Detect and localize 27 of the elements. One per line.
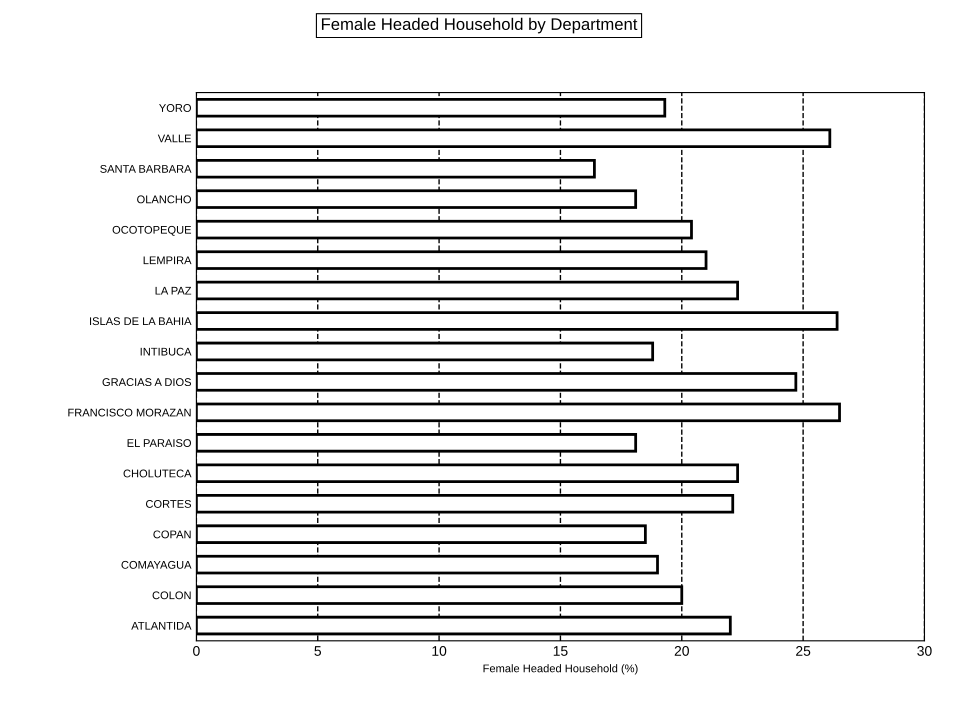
y-tick-label: OLANCHO — [137, 195, 191, 204]
y-tick-label: CORTES — [146, 500, 192, 508]
y-tick-label: LEMPIRA — [144, 256, 192, 264]
x-tick-label: 10 — [432, 646, 446, 656]
y-tick-label: INTIBUCA — [140, 348, 192, 356]
y-tick-label: ISLAS DE LA BAHIA — [90, 317, 192, 326]
x-tick-label: 25 — [796, 646, 810, 656]
y-tick-label: EL PARAISO — [128, 439, 191, 447]
x-tick-label: 20 — [674, 646, 689, 656]
y-tick-label: YORO — [159, 104, 191, 112]
x-tick-label: 5 — [314, 646, 322, 656]
x-axis-title: Female Headed Household (%) — [484, 664, 638, 675]
y-tick-label: COLON — [152, 591, 191, 600]
y-tick-label: COPAN — [153, 530, 191, 538]
y-tick-label: GRACIAS A DIOS — [102, 378, 192, 386]
y-tick-label: FRANCISCO MORAZAN — [68, 408, 191, 416]
x-tick-label: 30 — [917, 646, 932, 656]
y-tick-label: CHOLUTECA — [124, 470, 192, 478]
y-tick-label: OCOTOPEQUE — [112, 226, 192, 236]
x-tick-label: 15 — [554, 646, 568, 656]
y-tick-label: LA PAZ — [156, 286, 192, 295]
y-tick-label: VALLE — [158, 134, 192, 142]
x-tick-label: 0 — [193, 646, 200, 656]
y-tick-label: COMAYAGUA — [122, 560, 192, 569]
chart-title: Female Headed Household by Department — [322, 18, 638, 34]
y-tick-label: ATLANTIDA — [131, 622, 192, 630]
y-tick-label: SANTA BARBARA — [100, 164, 192, 173]
